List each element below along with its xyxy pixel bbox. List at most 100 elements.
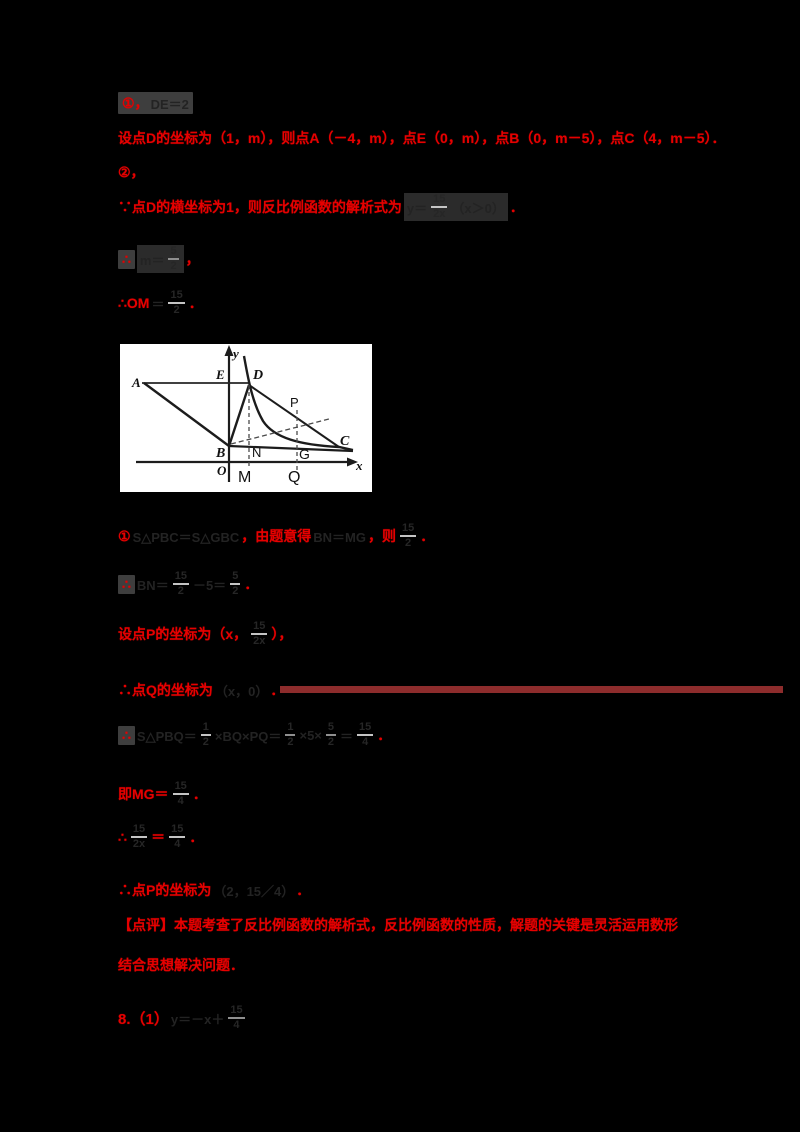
hidden-formula: BN＝MG — [313, 529, 366, 545]
fraction: 15 2 — [399, 522, 417, 549]
segment-BD — [227, 384, 251, 447]
hidden-formula: y＝ 15 2x （x＞0） — [403, 193, 508, 221]
problem-number: 8.（1） — [118, 1010, 169, 1028]
formula-box: ∴ — [118, 249, 135, 269]
fraction: 15 2 — [168, 289, 185, 316]
hidden-formula: S△PBQ＝ — [136, 728, 197, 744]
period: ． — [509, 199, 524, 215]
label-N: N — [252, 445, 261, 460]
hidden-formula: （x，0） — [214, 683, 269, 699]
hidden-formula: DE＝2 — [150, 96, 189, 112]
formula-box: ①， DE＝2 — [118, 92, 193, 114]
period: ． — [244, 576, 259, 592]
formula-box: ∴ — [118, 574, 135, 594]
solution-line-om: ∴OM ＝ 15 2 ． — [118, 286, 203, 320]
solution-line-p-result: ∴点P的坐标为 （2，15／4） ． — [118, 876, 310, 904]
comment-text: 【点评】本题考查了反比例函数的解析式，反比例函数的性质，解题的关键是灵活运用数形 — [118, 917, 678, 933]
period: ． — [296, 882, 311, 898]
comment-text: 结合思想解决问题． — [118, 957, 244, 973]
dashed-BP — [230, 418, 330, 445]
x-axis-arrow — [347, 457, 358, 467]
hidden-formula: （2，15／4） — [213, 883, 295, 899]
hidden-formula: ×BQ×PQ＝ — [214, 728, 282, 744]
label-Q: Q — [288, 469, 300, 486]
label-B: B — [215, 446, 225, 461]
y-axis-arrow — [224, 345, 234, 356]
geometry-figure: A E D B C O M N G Q P x y — [120, 344, 372, 492]
solution-line-function: ∵点D的横坐标为1，则反比例函数的解析式为 y＝ 15 2x （x＞0） ． — [118, 190, 524, 224]
period: ． — [377, 727, 392, 743]
step-label: ①， — [122, 95, 149, 111]
period: ． — [192, 786, 207, 802]
solution-line-areas: ① S△PBC＝S△GBC ，由题意得 BN＝MG ，则 15 2 ． — [118, 520, 434, 552]
fraction: 15 2 — [172, 570, 189, 597]
hyperbola-curve — [242, 355, 354, 452]
equals-sign: ＝ — [151, 829, 166, 845]
label-M: M — [238, 469, 251, 486]
comma: ）， — [271, 626, 293, 642]
segment-DC — [248, 384, 340, 448]
solution-line-mg: 即MG＝ 15 4 ． — [118, 774, 207, 814]
period: ． — [189, 829, 204, 845]
solution-text: ，由题意得 — [241, 528, 312, 544]
hidden-formula: S△PBC＝S△GBC — [132, 529, 240, 545]
formula-box: ∴ — [118, 725, 135, 745]
red-divider-line — [280, 686, 783, 693]
label-y-axis: y — [231, 346, 239, 361]
step-label: ②， — [118, 164, 145, 180]
label-O: O — [217, 463, 227, 478]
label-D: D — [252, 368, 263, 383]
solution-line-point-q: ∴点Q的坐标为 （x，0） ． — [118, 678, 284, 702]
comment-line-1: 【点评】本题考查了反比例函数的解析式，反比例函数的性质，解题的关键是灵活运用数形 — [118, 915, 678, 935]
label-E: E — [215, 367, 225, 382]
label-G: G — [299, 446, 310, 462]
fraction: 15 2x — [130, 823, 148, 850]
label-C: C — [340, 434, 350, 449]
solution-line-point-p: 设点P的坐标为（x， 15 2x ）， — [118, 614, 292, 654]
step-label: ① — [118, 527, 131, 544]
hidden-formula: ＝ — [340, 728, 354, 744]
period: ． — [420, 528, 435, 544]
fraction: 15 4 — [172, 780, 189, 807]
solution-line-coordinates: 设点D的坐标为（1，m），则点A（－4，m），点E（0，m），点B（0，m－5）… — [118, 128, 726, 148]
therefore-symbol: ∴ — [118, 828, 127, 845]
hidden-formula: －5＝ — [192, 577, 227, 593]
label-A: A — [131, 375, 141, 390]
therefore-symbol: ∴ — [122, 250, 131, 267]
coordinate-diagram: A E D B C O M N G Q P x y — [131, 345, 363, 486]
therefore-symbol: ∴ — [122, 575, 131, 592]
hidden-formula: BN＝ — [136, 577, 169, 593]
solution-text: 即MG＝ — [118, 786, 169, 802]
problem-8-answer: 8.（1） y＝－x＋ 15 4 — [118, 996, 247, 1040]
period: ． — [188, 295, 203, 311]
therefore-symbol: ∴ — [122, 726, 131, 743]
hidden-formula: ×5× — [299, 727, 322, 743]
solution-text: ∴点Q的坐标为 — [118, 682, 213, 698]
solution-text: 设点P的坐标为（x， — [118, 626, 248, 642]
segment-BC — [228, 444, 354, 453]
fraction: 15 4 — [357, 721, 374, 748]
solution-text: ，则 — [367, 528, 396, 544]
fraction: 15 2x — [431, 193, 448, 220]
solution-text: ∴点P的坐标为 — [118, 882, 212, 898]
segment-AB — [143, 382, 230, 447]
comment-line-2: 结合思想解决问题． — [118, 955, 244, 975]
solution-text: ∵点D的横坐标为1，则反比例函数的解析式为 — [118, 199, 402, 215]
fraction: 15 2x — [251, 620, 268, 647]
solution-text: ∴OM — [118, 294, 150, 311]
label-P: P — [290, 395, 299, 410]
comma: ， — [185, 251, 200, 267]
solution-step-2-marker: ②， — [118, 162, 145, 182]
hidden-formula: ＝ — [151, 296, 165, 312]
label-x-axis: x — [355, 458, 363, 473]
solution-line-equation: ∴ 15 2x ＝ 15 4 ． — [118, 814, 203, 860]
